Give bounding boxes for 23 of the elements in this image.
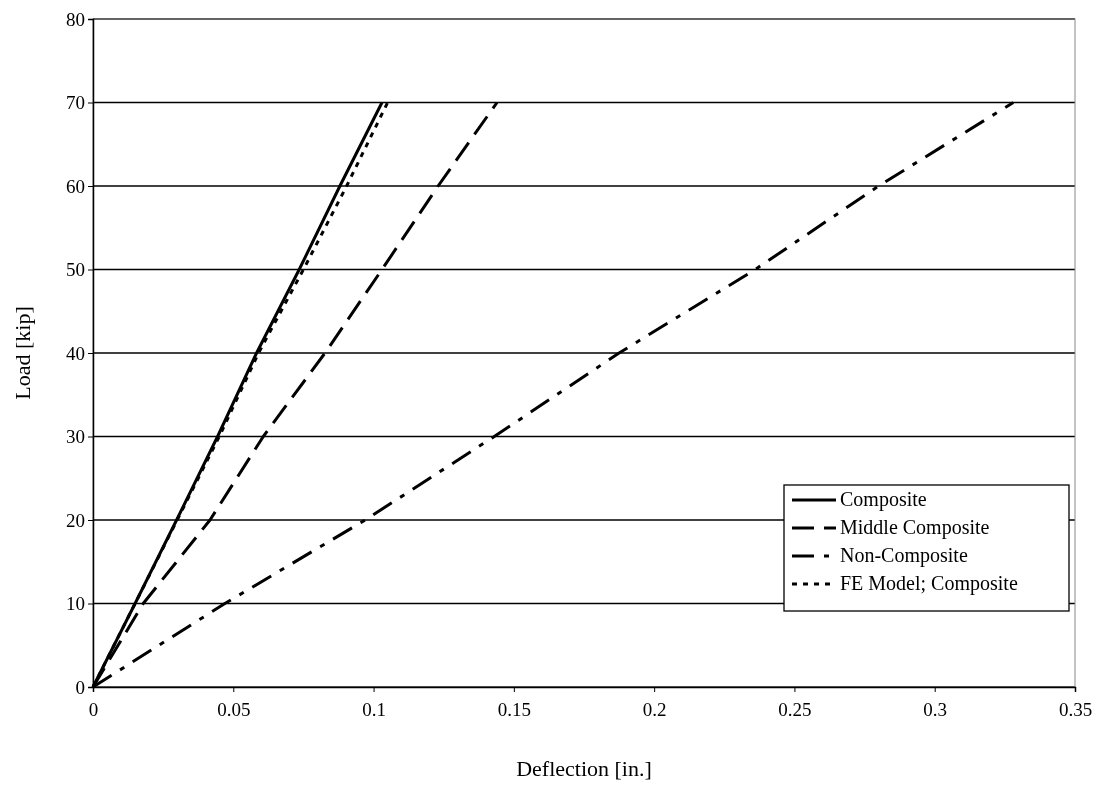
x-axis-title: Deflection [in.] <box>516 756 652 781</box>
x-tick-label: 0.2 <box>642 698 667 720</box>
legend-label: Non-Composite <box>840 544 968 567</box>
y-tick-label: 70 <box>66 92 85 114</box>
y-tick-label: 60 <box>66 175 85 197</box>
y-axis-title: Load [kip] <box>10 306 35 400</box>
y-tick-label: 80 <box>66 8 85 30</box>
y-tick-label: 40 <box>66 342 85 364</box>
x-tick-label: 0.05 <box>217 698 251 720</box>
x-tick-label: 0.35 <box>1058 698 1093 720</box>
x-tick-label: 0.3 <box>923 698 948 720</box>
y-tick-label: 10 <box>66 593 85 615</box>
legend-label: Middle Composite <box>840 516 990 539</box>
x-tick-label: 0.15 <box>497 698 531 720</box>
x-tick-label: 0.25 <box>778 698 812 720</box>
y-tick-label: 0 <box>75 676 85 698</box>
legend-label: FE Model; Composite <box>840 572 1018 595</box>
y-tick-label: 30 <box>66 426 85 448</box>
x-tick-label: 0 <box>88 698 99 720</box>
x-tick-label: 0.1 <box>362 698 386 720</box>
y-tick-label: 20 <box>66 509 85 531</box>
legend-label: Composite <box>840 488 927 511</box>
y-tick-label: 50 <box>66 259 85 281</box>
